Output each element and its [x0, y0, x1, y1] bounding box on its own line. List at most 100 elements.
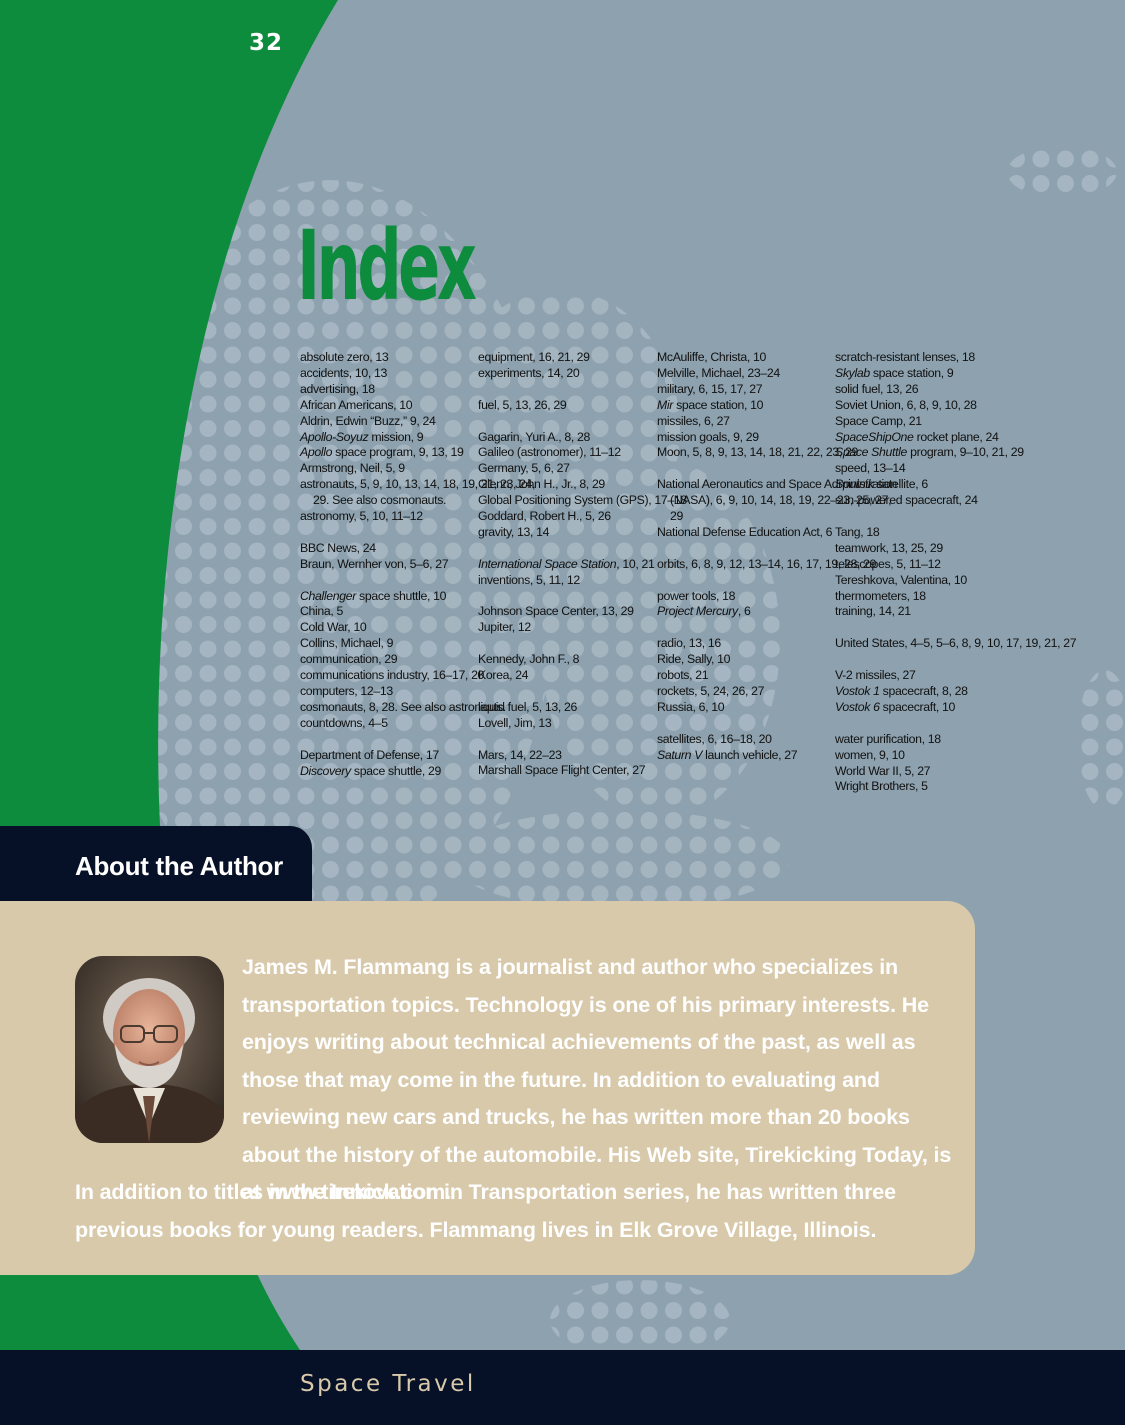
index-entry: rockets, 5, 24, 26, 27 — [657, 684, 907, 700]
index-entry: Collins, Michael, 9 — [300, 636, 550, 652]
index-entry-text: African Americans, 10 — [300, 397, 413, 412]
index-entry-text: Braun, Wernher von, 5–6, 27 — [300, 556, 449, 571]
index-entry-text: Glenn, John H., Jr., 8, 29 — [478, 477, 605, 492]
index-entry: teamwork, 13, 25, 29 — [835, 541, 1085, 557]
index-entry-text: water purification, 18 — [835, 731, 941, 746]
index-entry: African Americans, 10 — [300, 398, 550, 414]
index-entry-text: United States, 4–5, 5–6, 8, 9, 10, 17, 1… — [835, 636, 1077, 651]
index-entry: Tang, 18 — [835, 525, 1085, 541]
index-entry: International Space Station, 10, 21 — [478, 557, 728, 573]
index-entry: Germany, 5, 6, 27 — [478, 461, 728, 477]
index-entry-text: Cold War, 10 — [300, 620, 367, 635]
index-entry: accidents, 10, 13 — [300, 366, 550, 382]
index-entry: Sputnik satellite, 6 — [835, 477, 1085, 493]
index-entry: satellites, 6, 16–18, 20 — [657, 732, 907, 748]
index-entry-text: absolute zero, 13 — [300, 350, 389, 364]
index-entry-text: astronauts, 5, 9, 10, 13, 14, 18, 19, 21… — [300, 477, 536, 508]
index-entry: Mars, 14, 22–23 — [478, 748, 728, 764]
index-entry-text: rockets, 5, 24, 26, 27 — [657, 683, 765, 698]
index-entry-text: launch vehicle, 27 — [702, 747, 798, 762]
index-entry: Vostok 6 spacecraft, 10 — [835, 700, 1085, 716]
index-entry-title: Skylab — [835, 365, 870, 380]
index-entry: Skylab space station, 9 — [835, 366, 1085, 382]
index-entry-text: sun-powered spacecraft, 24 — [835, 493, 978, 508]
index-entry-text: space station, 10 — [673, 397, 764, 412]
index-entry-text: spacecraft, 10 — [879, 699, 956, 714]
index-entry: National Defense Education Act, 6 — [657, 525, 907, 541]
index-entry-text: space shuttle, 29 — [350, 763, 441, 778]
index-entry-text: communications industry, 16–17, 20 — [300, 668, 485, 683]
index-entry-text: power tools, 18 — [657, 588, 736, 603]
index-entry: Vostok 1 spacecraft, 8, 28 — [835, 684, 1085, 700]
index-entry-text: Russia, 6, 10 — [657, 699, 725, 714]
index-entry-text: Global Positioning System (GPS), 17–18 — [478, 493, 687, 508]
index-entry: Kennedy, John F., 8 — [478, 652, 728, 668]
index-entry-text: Collins, Michael, 9 — [300, 636, 394, 651]
index-entry-text: Galileo (astronomer), 11–12 — [478, 445, 621, 460]
index-entry: Challenger space shuttle, 10 — [300, 589, 550, 605]
index-entry-text: Ride, Sally, 10 — [657, 652, 731, 667]
index-entry: National Aeronautics and Space Administr… — [657, 477, 907, 525]
index-entry-title: Project Mercury — [657, 604, 738, 619]
index-entry: scratch-resistant lenses, 18 — [835, 350, 1085, 366]
index-entry-title: International Space Station — [478, 556, 617, 571]
index-entry-title: SpaceShipOne — [835, 429, 914, 444]
series-title: Space Travel — [300, 1371, 476, 1397]
index-entry-text: gravity, 13, 14 — [478, 524, 550, 539]
index-entry: Discovery space shuttle, 29 — [300, 764, 550, 780]
index-entry-text: BBC News, 24 — [300, 540, 376, 555]
index-entry-text: Goddard, Robert H., 5, 26 — [478, 509, 611, 524]
author-bio: James M. Flammang is a journalist and au… — [242, 955, 952, 1204]
index-entry: inventions, 5, 11, 12 — [478, 573, 728, 589]
index-spacer — [835, 652, 1085, 668]
index-entry-text: equipment, 16, 21, 29 — [478, 350, 590, 364]
index-entry-text: communication, 29 — [300, 652, 398, 667]
index-entry: communications industry, 16–17, 20 — [300, 668, 550, 684]
index-entry-text: Lovell, Jim, 13 — [478, 715, 552, 730]
index-entry: Aldrin, Edwin “Buzz,” 9, 24 — [300, 414, 550, 430]
index-entry-title: Apollo-Soyuz — [300, 429, 369, 444]
index-entry: fuel, 5, 13, 26, 29 — [478, 398, 728, 414]
index-entry: China, 5 — [300, 604, 550, 620]
index-title: Index — [297, 210, 477, 322]
index-entry-text: space program, 9, 13, 19 — [332, 445, 464, 460]
page-number: 32 — [249, 30, 284, 56]
index-entry: telescopes, 5, 11–12 — [835, 557, 1085, 573]
index-entry-title: Vostok 6 — [835, 699, 880, 714]
index-entry-title: Saturn V — [657, 747, 703, 762]
index-entry-text: cosmonauts, 8, 28. See also astronauts. — [300, 699, 506, 714]
index-entry: Johnson Space Center, 13, 29 — [478, 604, 728, 620]
index-entry: solid fuel, 13, 26 — [835, 382, 1085, 398]
index-entry: Korea, 24 — [478, 668, 728, 684]
index-entry-text: National Defense Education Act, 6 — [657, 524, 833, 539]
index-entry-title: Vostok 1 — [835, 683, 880, 698]
index-entry: Department of Defense, 17 — [300, 748, 550, 764]
index-entry: mission goals, 9, 29 — [657, 430, 907, 446]
index-entry: liquid fuel, 5, 13, 26 — [478, 700, 728, 716]
index-entry-text: Mars, 14, 22–23 — [478, 747, 562, 762]
index-entry: Global Positioning System (GPS), 17–18 — [478, 493, 728, 509]
index-entry-text: Tereshkova, Valentina, 10 — [835, 572, 967, 587]
index-entry-title: Apollo — [300, 445, 333, 460]
index-entry: Apollo-Soyuz mission, 9 — [300, 430, 550, 446]
index-entry: Saturn V launch vehicle, 27 — [657, 748, 907, 764]
index-entry-text: Kennedy, John F., 8 — [478, 652, 580, 667]
index-entry: Goddard, Robert H., 5, 26 — [478, 509, 728, 525]
index-column-1: absolute zero, 13 accidents, 10, 13 advert… — [300, 350, 550, 779]
index-entry-text: satellites, 6, 16–18, 20 — [657, 731, 772, 746]
author-bio-continued: In addition to titles in the Innovation … — [75, 1180, 896, 1242]
about-author-heading: About the Author — [75, 851, 283, 881]
index-entry: equipment, 16, 21, 29 — [478, 350, 728, 366]
index-entry: astronomy, 5, 10, 11–12 — [300, 509, 550, 525]
index-entry-text: experiments, 14, 20 — [478, 365, 580, 380]
index-entry-text: liquid fuel, 5, 13, 26 — [478, 699, 577, 714]
index-entry-text: World War II, 5, 27 — [835, 763, 931, 778]
index-entry-text: Space Camp, 21 — [835, 413, 922, 428]
index-entry: power tools, 18 — [657, 589, 907, 605]
footer-bar — [0, 1350, 1125, 1425]
index-entry-text: V-2 missiles, 27 — [835, 668, 916, 683]
index-entry: Lovell, Jim, 13 — [478, 716, 728, 732]
index-entry: Wright Brothers, 5 — [835, 779, 1085, 795]
index-entry-text: training, 14, 21 — [835, 604, 911, 619]
index-entry-title: Mir — [657, 397, 674, 412]
